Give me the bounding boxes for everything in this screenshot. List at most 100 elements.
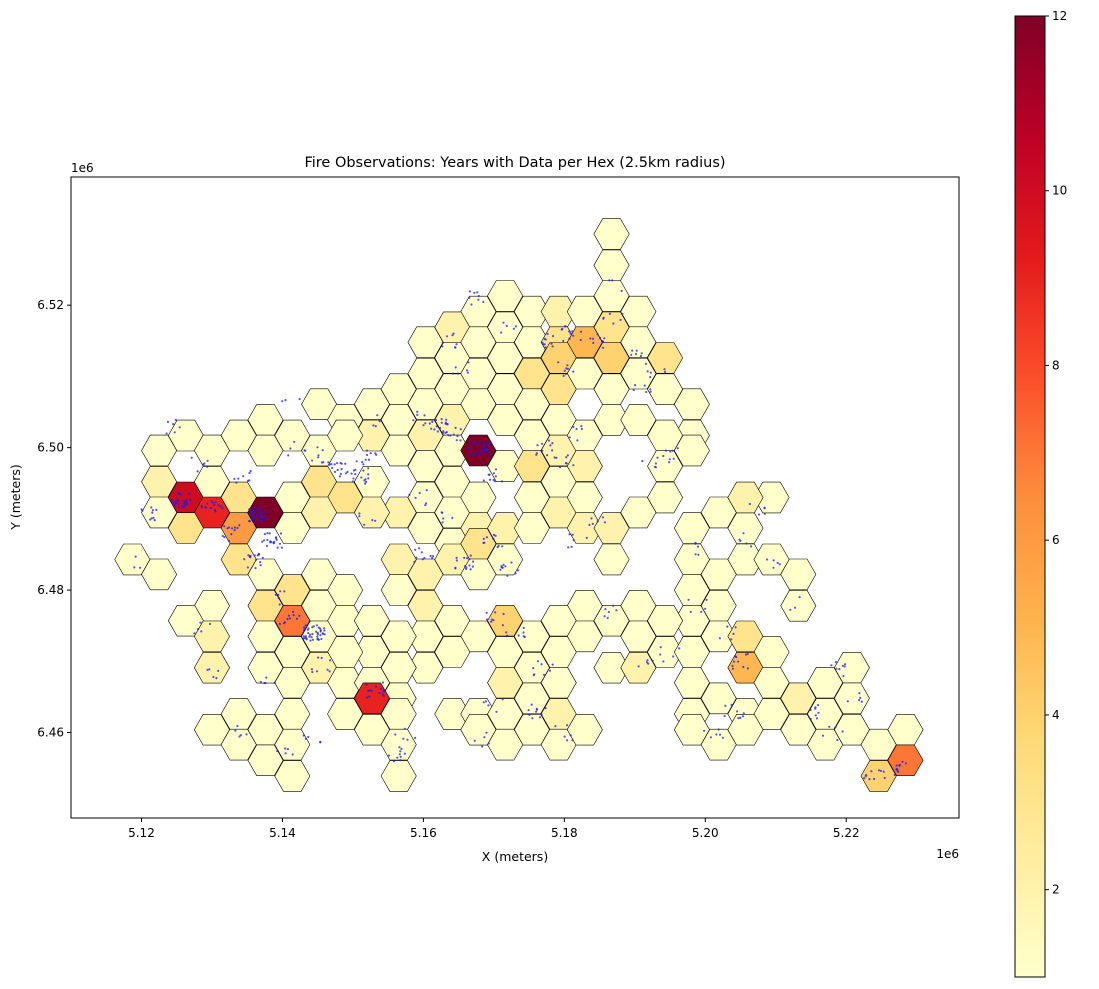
observation-point xyxy=(317,656,320,659)
observation-point xyxy=(488,473,491,476)
observation-point xyxy=(548,669,552,672)
observation-point xyxy=(254,567,257,570)
observation-point xyxy=(668,461,671,464)
observation-point xyxy=(841,664,845,667)
observation-point xyxy=(217,669,220,673)
observation-point xyxy=(266,538,269,542)
observation-point xyxy=(468,446,471,450)
observation-point xyxy=(331,466,334,470)
observation-point xyxy=(528,713,531,717)
observation-point xyxy=(776,561,779,565)
hex-cell xyxy=(353,496,390,529)
observation-point xyxy=(177,503,180,506)
observation-point xyxy=(375,685,378,688)
observation-point xyxy=(482,537,485,541)
observation-point xyxy=(263,517,266,520)
hex-cell xyxy=(380,760,417,792)
observation-point xyxy=(696,545,700,548)
observation-point xyxy=(374,519,377,522)
observation-point xyxy=(336,462,339,465)
observation-point xyxy=(763,512,767,515)
observation-point xyxy=(333,463,336,466)
observation-point xyxy=(261,540,264,543)
observation-point xyxy=(555,456,558,459)
observation-point xyxy=(309,633,312,636)
observation-point xyxy=(330,463,333,466)
observation-point xyxy=(640,352,643,355)
observation-point xyxy=(412,419,415,422)
observation-point xyxy=(492,533,496,537)
observation-point xyxy=(858,692,861,695)
x-tick-label: 5.14 xyxy=(269,826,296,840)
observation-point xyxy=(601,340,604,343)
observation-point xyxy=(408,493,411,496)
observation-point xyxy=(298,614,301,617)
hex-cell xyxy=(487,666,524,699)
observation-point xyxy=(726,625,729,628)
observation-point xyxy=(647,662,650,665)
observation-point xyxy=(882,770,885,773)
observation-point xyxy=(454,567,457,570)
hex-cell xyxy=(274,604,311,637)
observation-point xyxy=(309,639,312,642)
y-axis-label: Y (meters) xyxy=(8,464,23,530)
observation-point xyxy=(739,716,742,720)
observation-point xyxy=(678,647,681,650)
observation-point xyxy=(260,507,263,510)
observation-point xyxy=(873,777,876,781)
observation-point xyxy=(703,729,706,732)
hex-cell xyxy=(327,698,364,730)
hex-cell xyxy=(647,342,684,374)
observation-point xyxy=(737,717,740,720)
observation-point xyxy=(278,603,281,606)
observation-point xyxy=(303,628,306,631)
observation-point xyxy=(897,770,900,773)
observation-point xyxy=(449,434,452,437)
observation-point xyxy=(199,621,202,624)
observation-point xyxy=(368,695,371,698)
observation-point xyxy=(763,506,766,509)
observation-point xyxy=(561,327,564,330)
hex-cell xyxy=(647,636,684,668)
observation-point xyxy=(572,464,575,467)
observation-point xyxy=(319,627,322,630)
observation-point xyxy=(694,542,697,545)
hex-cell xyxy=(833,713,870,746)
observation-point xyxy=(421,558,424,561)
hex-cell xyxy=(407,512,444,544)
observation-point xyxy=(551,345,554,348)
hex-cell xyxy=(807,728,844,761)
observation-point xyxy=(904,762,908,765)
observation-point xyxy=(340,462,343,465)
observation-point xyxy=(544,338,547,341)
observation-point xyxy=(646,370,649,373)
hex-cell xyxy=(673,388,710,420)
observation-point xyxy=(223,536,226,539)
observation-point xyxy=(239,734,242,737)
observation-point xyxy=(286,748,289,751)
observation-point xyxy=(544,346,547,349)
observation-point xyxy=(535,707,538,710)
observation-point xyxy=(418,547,421,550)
observation-point xyxy=(291,753,294,756)
observation-point xyxy=(504,565,507,568)
observation-point xyxy=(358,512,361,515)
observation-point xyxy=(336,468,339,472)
observation-point xyxy=(362,463,365,466)
observation-point xyxy=(262,539,266,542)
hex-cell xyxy=(193,434,230,467)
observation-point xyxy=(479,440,482,443)
observation-point xyxy=(632,388,635,392)
colorbar-tick-label: 2 xyxy=(1052,883,1060,897)
observation-point xyxy=(173,504,177,507)
observation-point xyxy=(230,533,233,536)
observation-point xyxy=(361,461,364,464)
observation-point xyxy=(382,694,385,697)
observation-point xyxy=(399,750,402,753)
observation-point xyxy=(492,472,495,475)
observation-point xyxy=(694,553,697,556)
hex-cell xyxy=(727,713,764,746)
observation-point xyxy=(606,616,609,620)
observation-point xyxy=(278,622,281,626)
observation-point xyxy=(413,560,416,564)
